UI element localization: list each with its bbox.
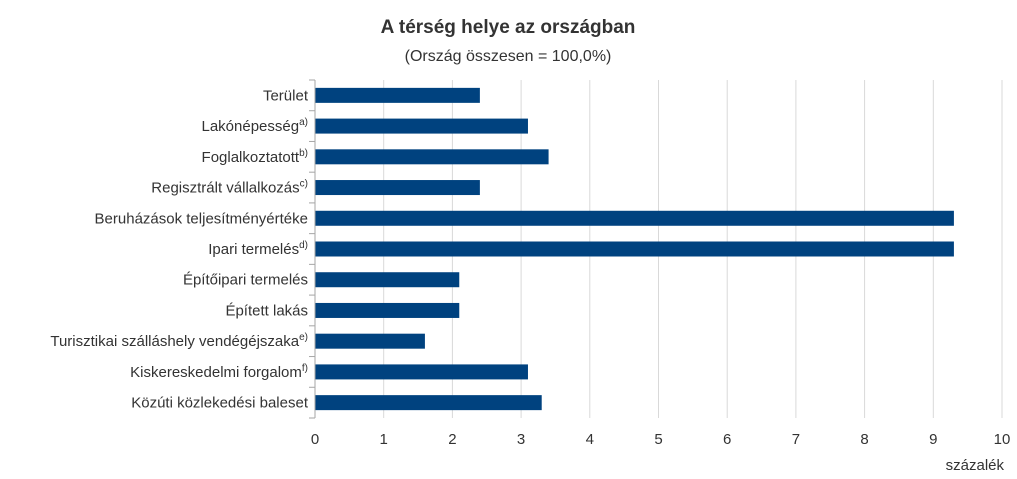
bar (315, 149, 549, 165)
category-label-text: Lakónépesség (202, 118, 300, 135)
x-tick-label: 8 (860, 431, 868, 448)
x-tick-labels: 0 1 2 3 4 5 6 7 8 9 10 (311, 431, 1011, 448)
bar (315, 210, 954, 226)
bar (315, 333, 425, 349)
category-label: Lakónépességa) (202, 117, 309, 135)
x-tick-label: 4 (586, 431, 594, 448)
x-tick-label: 5 (654, 431, 662, 448)
category-label-text: Közúti közlekedési baleset (131, 395, 309, 412)
category-label: Építőipari termelés (183, 272, 308, 289)
bar (315, 364, 528, 380)
x-tick-label: 9 (929, 431, 937, 448)
bar (315, 302, 460, 318)
x-tick-label: 2 (448, 431, 456, 448)
category-footnote-mark: f) (302, 363, 308, 374)
x-tick-label: 0 (311, 431, 319, 448)
category-label-text: Építőipari termelés (183, 272, 308, 289)
x-tick-label: 6 (723, 431, 731, 448)
category-labels: Terület Lakónépességa) Foglalkoztatottb) Re… (50, 87, 308, 411)
category-label-text: Kiskereskedelmi forgalom (130, 364, 302, 381)
chart-subtitle: (Ország összesen = 100,0%) (405, 48, 612, 65)
category-footnote-mark: a) (299, 117, 308, 128)
category-label: Turisztikai szálláshely vendégéjszakae) (50, 332, 308, 350)
category-footnote-mark: c) (300, 179, 308, 190)
category-label: Közúti közlekedési baleset (131, 395, 309, 412)
category-label-text: Turisztikai szálláshely vendégéjszaka (50, 333, 299, 350)
category-label: Épített lakás (225, 302, 308, 319)
x-tick-label: 7 (792, 431, 800, 448)
bar (315, 241, 954, 257)
y-axis (309, 79, 316, 419)
category-label: Terület (263, 87, 309, 104)
bar (315, 118, 528, 134)
category-label-text: Ipari termelés (208, 241, 299, 258)
category-label: Foglalkoztatottb) (202, 148, 308, 166)
category-label-text: Épített lakás (225, 302, 308, 319)
category-label-text: Foglalkoztatott (202, 149, 300, 166)
category-label: Kiskereskedelmi forgalomf) (130, 363, 308, 381)
bar (315, 87, 480, 103)
chart-title: A térség helye az országban (381, 17, 636, 38)
category-label-text: Regisztrált vállalkozás (151, 180, 299, 197)
category-label-text: Terület (263, 87, 309, 104)
x-tick-label: 1 (380, 431, 388, 448)
category-label: Regisztrált vállalkozásc) (151, 179, 308, 197)
category-label: Ipari termelésd) (208, 240, 308, 258)
x-tick-label: 10 (994, 431, 1011, 448)
bars (315, 87, 954, 411)
bar (315, 272, 460, 288)
category-label-text: Beruházások teljesítményértéke (95, 210, 308, 227)
category-footnote-mark: e) (299, 332, 308, 343)
x-tick-label: 3 (517, 431, 525, 448)
category-label: Beruházások teljesítményértéke (95, 210, 308, 227)
category-footnote-mark: b) (299, 148, 308, 159)
bar (315, 395, 542, 411)
bar (315, 180, 480, 196)
category-footnote-mark: d) (299, 240, 308, 251)
x-axis-unit-label: százalék (946, 457, 1005, 474)
